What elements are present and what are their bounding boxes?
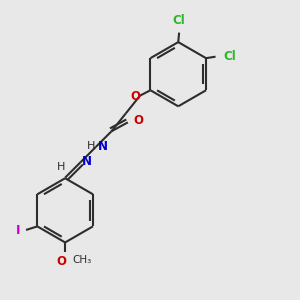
Text: N: N (98, 140, 108, 153)
Text: H: H (57, 162, 65, 172)
Text: Cl: Cl (173, 14, 185, 27)
Text: CH₃: CH₃ (73, 255, 92, 265)
Text: H: H (86, 141, 95, 151)
Text: O: O (57, 255, 67, 268)
Text: I: I (16, 224, 21, 237)
Text: O: O (131, 90, 141, 103)
Text: N: N (82, 155, 92, 168)
Text: Cl: Cl (223, 50, 236, 63)
Text: O: O (133, 114, 143, 128)
